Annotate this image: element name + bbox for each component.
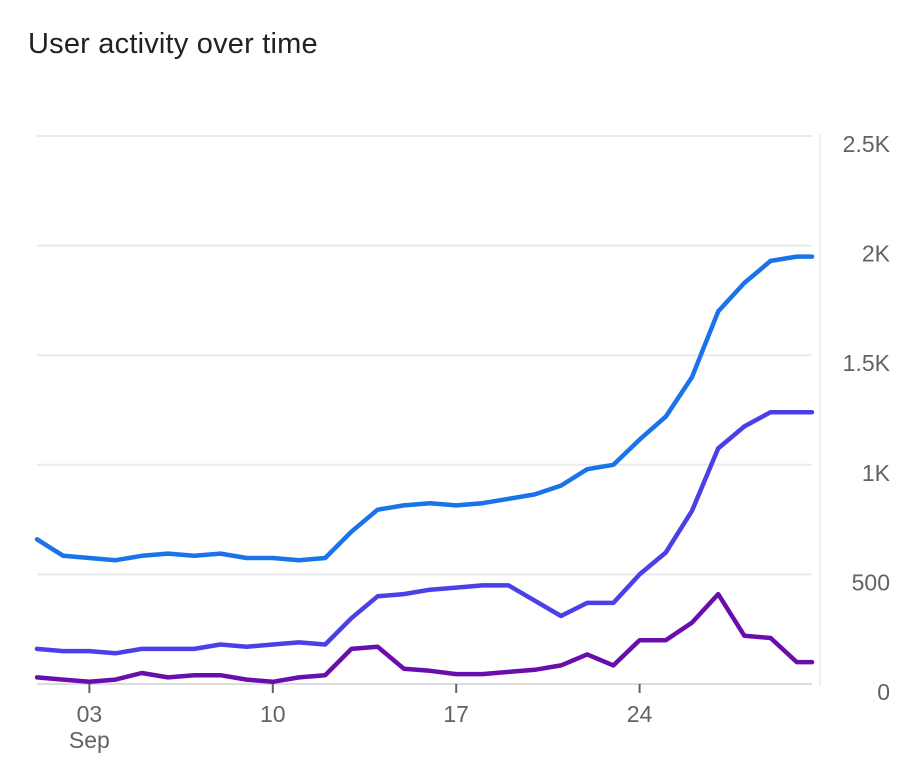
y-tick-label: 0 xyxy=(877,679,890,705)
x-tick-label: 24 xyxy=(627,701,653,727)
chart-title: User activity over time xyxy=(28,28,318,60)
x-tick-label: 03 xyxy=(77,701,103,727)
y-tick-label: 2K xyxy=(862,241,891,267)
series-line-2 xyxy=(34,409,815,656)
gridlines xyxy=(37,134,821,686)
y-tick-label: 1.5K xyxy=(843,350,891,376)
series-line-1 xyxy=(34,254,815,563)
series-lines xyxy=(34,254,815,685)
x-tick-label: 17 xyxy=(443,701,469,727)
x-tick-sublabel: Sep xyxy=(69,727,110,753)
y-tick-label: 2.5K xyxy=(843,131,891,157)
y-axis-labels: 0 500 1K 1.5K 2K 2.5K xyxy=(843,131,891,705)
x-tick-label: 10 xyxy=(260,701,286,727)
series-line-3 xyxy=(34,591,815,685)
y-tick-label: 1K xyxy=(862,460,891,486)
y-tick-label: 500 xyxy=(852,569,890,595)
